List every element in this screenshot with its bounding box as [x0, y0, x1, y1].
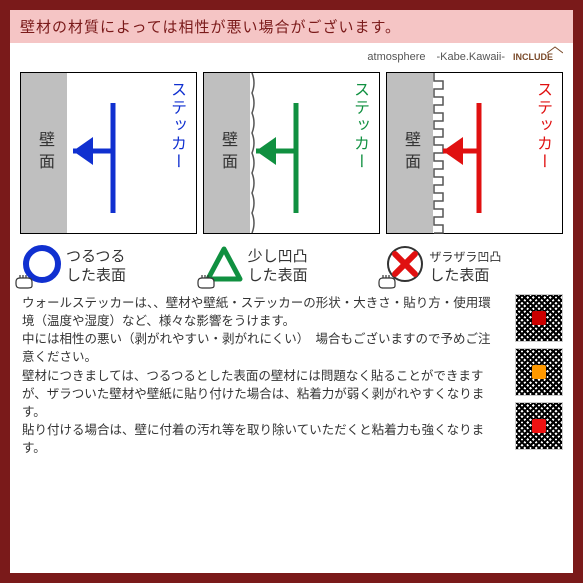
qr-rakuten[interactable] [515, 294, 563, 342]
hand-icon [196, 274, 216, 290]
triangle-icon [202, 244, 246, 288]
panel-rough: 壁面 ステッカー [386, 72, 563, 234]
subheader: atmosphere -Kabe.Kawaii- INCLUDE [10, 43, 573, 68]
rating-line2: した表面 [248, 267, 308, 284]
rating-line2: した表面 [66, 267, 126, 284]
rating-bad: ザラザラ凹凸した表面 [383, 244, 563, 288]
header-warning: 壁材の材質によっては相性が悪い場合がございます。 [10, 10, 573, 43]
rating-ok: 少し凹凸した表面 [202, 244, 382, 288]
svg-text:INCLUDE: INCLUDE [513, 52, 553, 62]
desc-p4: 貼り付ける場合は、壁に付着の汚れ等を取り除いていただくと粘着力も強くなります。 [22, 421, 501, 457]
arrow-icon [439, 103, 499, 213]
desc-p3: 壁材につきましては、つるつるとした表面の壁材には問題なく貼ることができますが、ザ… [22, 367, 501, 421]
sticker-label: ステッカー [347, 81, 371, 171]
cross-icon [383, 244, 427, 288]
brand-logo: INCLUDE [513, 45, 563, 66]
desc-p1: ウォールステッカーは、、壁材や壁紙・ステッカーの形状・大きさ・貼り方・使用環境（… [22, 294, 501, 330]
rating-line1: つるつる [66, 248, 125, 265]
desc-p2: 中には相性の悪い（剥がれやすい・剥がれにくい） 場合もございますので予めご注意く… [22, 330, 501, 366]
arrow-icon [256, 103, 316, 213]
qr-yahoo[interactable] [515, 402, 563, 450]
qr-amazon[interactable] [515, 348, 563, 396]
description: ウォールステッカーは、、壁材や壁紙・ステッカーの形状・大きさ・貼り方・使用環境（… [10, 290, 573, 461]
wall-label: 壁面 [32, 131, 56, 175]
ratings-row: つるつるした表面 少し凹凸した表面 ザラザラ凹凸した表面 [10, 238, 573, 290]
wall-label: 壁面 [398, 131, 422, 175]
rating-line2: した表面 [429, 267, 489, 284]
sticker-label: ステッカー [164, 81, 188, 171]
rating-line1: 少し凹凸 [248, 248, 308, 265]
qr-column [515, 294, 563, 450]
rating-good: つるつるした表面 [20, 244, 200, 288]
panels-row: 壁面 ステッカー 壁面 ステッカー 壁面 ステッカー [10, 68, 573, 238]
wall-label: 壁面 [215, 131, 239, 175]
circle-icon [20, 244, 64, 288]
panel-slight: 壁面 ステッカー [203, 72, 380, 234]
brand-tagline: atmosphere -Kabe.Kawaii- [367, 48, 505, 64]
sticker-label: ステッカー [530, 81, 554, 171]
hand-icon [14, 274, 34, 290]
arrow-icon [73, 103, 133, 213]
rating-small: ザラザラ凹凸 [429, 250, 501, 264]
panel-smooth: 壁面 ステッカー [20, 72, 197, 234]
hand-icon [377, 274, 397, 290]
